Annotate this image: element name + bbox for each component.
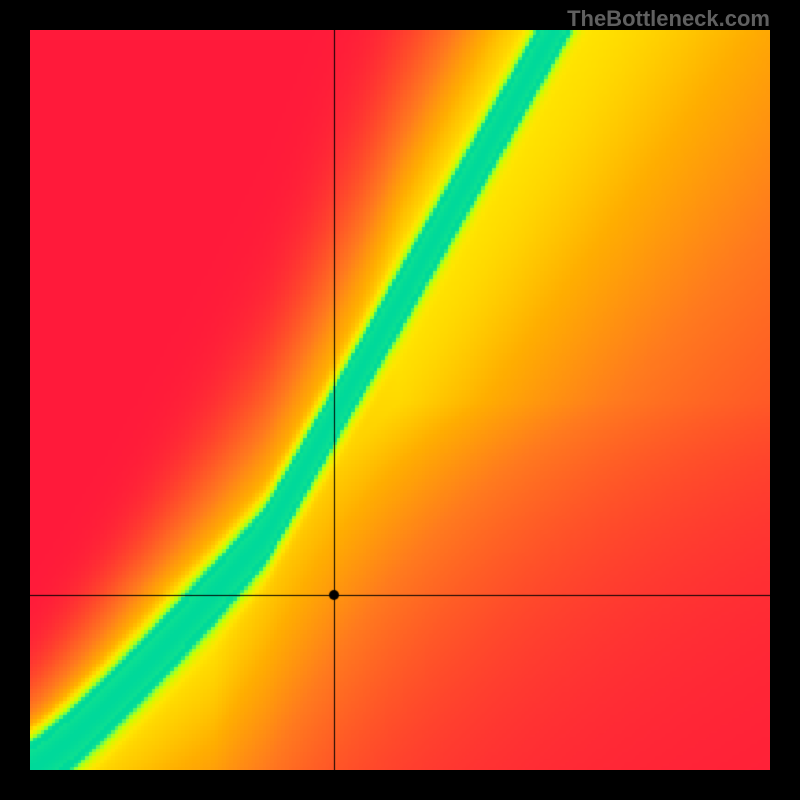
heatmap-plot xyxy=(30,30,770,770)
watermark-text: TheBottleneck.com xyxy=(567,6,770,32)
heatmap-canvas xyxy=(30,30,770,770)
